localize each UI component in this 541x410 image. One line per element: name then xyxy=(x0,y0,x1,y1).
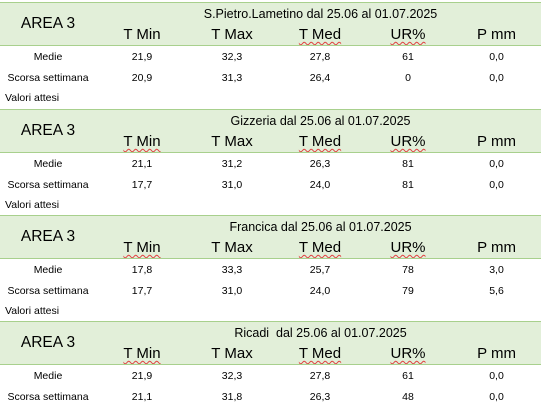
valori-attesi-label: Valori attesi xyxy=(5,305,60,317)
value-t-max: 31,2 xyxy=(188,152,276,174)
col-head-t-max: T Max xyxy=(188,24,276,46)
row-label: Medie xyxy=(0,258,96,280)
area-block-francica: AREA 3 Francica dal 25.06 al 01.07.2025 … xyxy=(0,215,541,301)
value-t-med: 25,7 xyxy=(276,258,364,280)
value-t-min: 17,7 xyxy=(96,280,188,301)
value-t-min: 21,1 xyxy=(96,152,188,174)
valori-attesi-label: Valori attesi xyxy=(5,92,60,104)
area-label: AREA 3 xyxy=(0,109,96,153)
value-p-mm: 0,0 xyxy=(452,364,541,386)
col-head-t-min: T Min xyxy=(96,237,188,259)
col-head-t-min: T Min xyxy=(96,24,188,46)
col-head-t-min: T Min xyxy=(96,131,188,153)
table-row-scorsa-settimana: Scorsa settimana 17,7 31,0 24,0 79 5,6 xyxy=(0,280,541,301)
col-head-t-max: T Max xyxy=(188,343,276,365)
value-ur: 79 xyxy=(364,280,452,301)
value-t-med: 26,4 xyxy=(276,67,364,88)
value-ur: 81 xyxy=(364,152,452,174)
col-head-p-mm: P mm xyxy=(452,343,541,365)
row-label: Scorsa settimana xyxy=(0,67,96,88)
value-t-min: 17,8 xyxy=(96,258,188,280)
col-head-ur: UR% xyxy=(364,24,452,46)
row-label: Scorsa settimana xyxy=(0,386,96,407)
value-p-mm: 0,0 xyxy=(452,386,541,407)
value-ur: 81 xyxy=(364,174,452,195)
value-t-max: 31,0 xyxy=(188,280,276,301)
row-label: Scorsa settimana xyxy=(0,280,96,301)
table-row-medie: Medie 21,1 31,2 26,3 81 0,0 xyxy=(0,152,541,174)
value-ur: 61 xyxy=(364,45,452,67)
row-label: Medie xyxy=(0,364,96,386)
value-t-min: 21,9 xyxy=(96,364,188,386)
row-label: Medie xyxy=(0,45,96,67)
value-t-med: 24,0 xyxy=(276,174,364,195)
col-head-t-max: T Max xyxy=(188,131,276,153)
value-p-mm: 0,0 xyxy=(452,152,541,174)
value-p-mm: 0,0 xyxy=(452,67,541,88)
value-t-med: 26,3 xyxy=(276,152,364,174)
table-row-scorsa-settimana: Scorsa settimana 20,9 31,3 26,4 0 0,0 xyxy=(0,67,541,88)
valori-attesi-label: Valori attesi xyxy=(5,199,60,211)
col-head-ur: UR% xyxy=(364,343,452,365)
value-t-max: 32,3 xyxy=(188,364,276,386)
col-head-t-med: T Med xyxy=(276,343,364,365)
row-label: Scorsa settimana xyxy=(0,174,96,195)
value-p-mm: 5,6 xyxy=(452,280,541,301)
col-head-t-med: T Med xyxy=(276,24,364,46)
area-block-san-pietro-lametino: AREA 3 S.Pietro.Lametino dal 25.06 al 01… xyxy=(0,2,541,88)
value-t-max: 32,3 xyxy=(188,45,276,67)
col-head-t-med: T Med xyxy=(276,237,364,259)
station-title: Ricadi dal 25.06 al 01.07.2025 xyxy=(96,321,541,343)
col-head-p-mm: P mm xyxy=(452,24,541,46)
station-title: Francica dal 25.06 al 01.07.2025 xyxy=(96,215,541,237)
area-block-gizzeria: AREA 3 Gizzeria dal 25.06 al 01.07.2025 … xyxy=(0,109,541,195)
area-block-ricadi: AREA 3 Ricadi dal 25.06 al 01.07.2025 T … xyxy=(0,321,541,407)
col-head-t-min: T Min xyxy=(96,343,188,365)
value-t-min: 20,9 xyxy=(96,67,188,88)
value-p-mm: 3,0 xyxy=(452,258,541,280)
col-head-ur: UR% xyxy=(364,237,452,259)
area-label: AREA 3 xyxy=(0,2,96,46)
value-t-max: 31,0 xyxy=(188,174,276,195)
value-t-min: 17,7 xyxy=(96,174,188,195)
table-row-medie: Medie 21,9 32,3 27,8 61 0,0 xyxy=(0,364,541,386)
col-head-t-max: T Max xyxy=(188,237,276,259)
value-t-max: 33,3 xyxy=(188,258,276,280)
station-title: S.Pietro.Lametino dal 25.06 al 01.07.202… xyxy=(96,2,541,24)
area-label: AREA 3 xyxy=(0,321,96,365)
row-label: Medie xyxy=(0,152,96,174)
value-ur: 0 xyxy=(364,67,452,88)
table-row-medie: Medie 17,8 33,3 25,7 78 3,0 xyxy=(0,258,541,280)
col-head-ur: UR% xyxy=(364,131,452,153)
value-ur: 48 xyxy=(364,386,452,407)
value-t-med: 27,8 xyxy=(276,364,364,386)
value-p-mm: 0,0 xyxy=(452,174,541,195)
value-t-min: 21,1 xyxy=(96,386,188,407)
value-t-med: 26,3 xyxy=(276,386,364,407)
table-row-medie: Medie 21,9 32,3 27,8 61 0,0 xyxy=(0,45,541,67)
value-t-med: 27,8 xyxy=(276,45,364,67)
value-t-max: 31,3 xyxy=(188,67,276,88)
table-row-scorsa-settimana: Scorsa settimana 17,7 31,0 24,0 81 0,0 xyxy=(0,174,541,195)
table-row-scorsa-settimana: Scorsa settimana 21,1 31,8 26,3 48 0,0 xyxy=(0,386,541,407)
value-ur: 61 xyxy=(364,364,452,386)
value-t-max: 31,8 xyxy=(188,386,276,407)
area-label: AREA 3 xyxy=(0,215,96,259)
col-head-t-med: T Med xyxy=(276,131,364,153)
value-p-mm: 0,0 xyxy=(452,45,541,67)
col-head-p-mm: P mm xyxy=(452,237,541,259)
station-title: Gizzeria dal 25.06 al 01.07.2025 xyxy=(96,109,541,131)
value-ur: 78 xyxy=(364,258,452,280)
col-head-p-mm: P mm xyxy=(452,131,541,153)
value-t-med: 24,0 xyxy=(276,280,364,301)
value-t-min: 21,9 xyxy=(96,45,188,67)
